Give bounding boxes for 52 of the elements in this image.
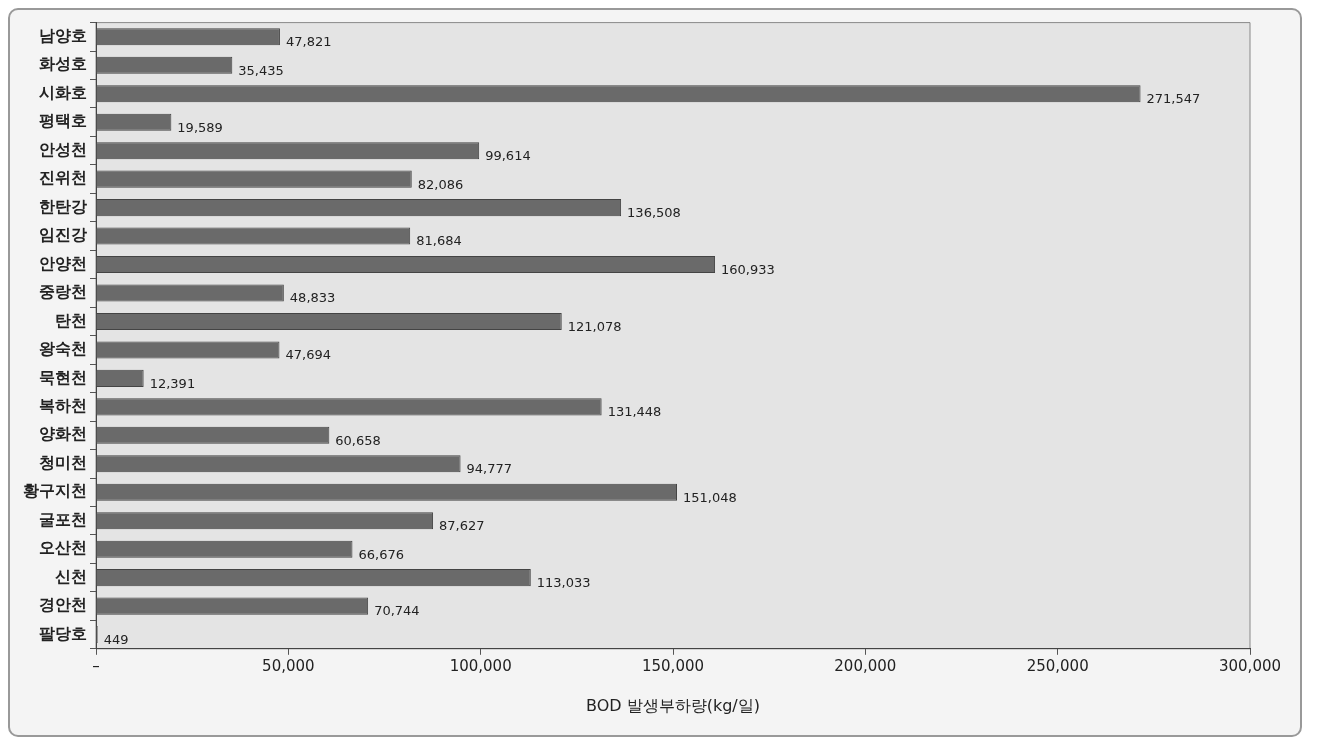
data-label: 160,933 — [721, 261, 775, 277]
y-tick-label: 평택호 — [39, 111, 87, 131]
data-label: 87,627 — [439, 518, 485, 534]
y-tick-label: 묵현천 — [39, 367, 87, 387]
y-tick-label: 경안천 — [39, 595, 87, 615]
y-tick-label: 오산천 — [39, 538, 87, 558]
data-label: 151,048 — [683, 489, 737, 505]
data-label: 70,744 — [374, 603, 420, 619]
y-tick-label: 팔당호 — [39, 623, 87, 643]
data-label: 47,694 — [285, 347, 331, 363]
data-label: 94,777 — [466, 461, 513, 477]
data-label: 12,391 — [149, 375, 196, 391]
data-label: 131,448 — [607, 404, 662, 420]
y-tick-label: 한탄강 — [39, 196, 87, 216]
y-tick-label: 중랑천 — [39, 282, 87, 302]
data-label: 121,078 — [567, 318, 622, 334]
y-tick-label: 안양천 — [39, 253, 87, 273]
data-label: 99,614 — [485, 148, 531, 164]
data-label: 48,833 — [289, 290, 336, 306]
data-label: 271,547 — [1146, 91, 1201, 107]
y-tick-label: 굴포천 — [39, 509, 87, 529]
data-label: 136,508 — [627, 204, 681, 220]
y-tick-label: 황구지천 — [23, 481, 87, 501]
x-tick-label: 200,000 — [834, 656, 897, 675]
x-tick-label: 50,000 — [262, 656, 315, 675]
data-label: 35,435 — [238, 62, 284, 78]
y-tick-label: 청미천 — [39, 452, 87, 472]
x-tick-label: 100,000 — [449, 656, 512, 675]
data-label: 81,684 — [416, 233, 462, 249]
y-tick-label: 신천 — [55, 566, 87, 586]
data-label: 19,589 — [177, 119, 223, 135]
x-tick-label: – — [92, 656, 100, 675]
y-tick-label: 시화호 — [39, 82, 87, 102]
data-label: 47,821 — [285, 34, 332, 50]
data-label: 449 — [103, 631, 129, 647]
y-tick-label: 임진강 — [39, 225, 87, 245]
data-label: 82,086 — [417, 176, 464, 192]
x-axis-title: BOD 발생부하량(kg/일) — [586, 695, 760, 715]
y-tick-label: 진위천 — [39, 168, 87, 188]
data-label: 113,033 — [536, 575, 591, 591]
y-tick-label: 화성호 — [39, 54, 87, 74]
data-label: 60,658 — [335, 432, 381, 448]
x-tick-label: 300,000 — [1218, 656, 1282, 675]
y-tick-label: 남양호 — [39, 25, 87, 45]
x-tick-label: 250,000 — [1026, 656, 1089, 675]
y-tick-label: 왕숙천 — [39, 339, 87, 359]
y-tick-label: 복하천 — [39, 396, 87, 416]
y-tick-label: 탄천 — [55, 310, 87, 330]
data-label: 66,676 — [358, 546, 404, 562]
y-tick-label: 안성천 — [39, 139, 87, 159]
y-tick-label: 양화천 — [39, 424, 87, 444]
x-tick-label: 150,000 — [641, 656, 705, 675]
